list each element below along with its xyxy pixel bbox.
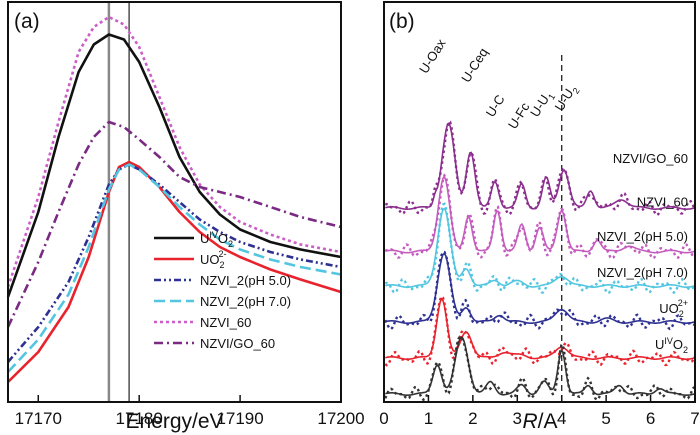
panel-a-label: (a) (14, 10, 40, 33)
panel-b-label: (b) (389, 10, 415, 33)
panel-a-series-line (7, 160, 342, 383)
legend-label: UIVO2 (200, 230, 233, 249)
panel-a-tick-label: 17200 (317, 409, 364, 428)
legend-label: NZVI/GO_60 (200, 336, 275, 351)
panel-b-series-label: UIVO2 (655, 336, 688, 355)
panel-a: (a) 17170 17180 17190 17200 Energy/eV UIVO2… (6, 1, 365, 433)
panel-b-annotation: U-C (483, 92, 508, 120)
panel-b-annotation: U-Fc (505, 99, 533, 131)
panel-b-tick-label: 7 (690, 409, 699, 428)
panel-b-series-label: NZVI_2(pH 5.0) (597, 229, 688, 244)
panel-b-series-label: NZVI/GO_60 (613, 151, 688, 166)
legend-label: NZVI_60 (200, 315, 251, 330)
panel-a-curves (6, 2, 342, 402)
panel-b-series-label: NZVI_2(pH 7.0) (597, 265, 688, 280)
panel-a-series-line (6, 33, 342, 298)
panel-a-series-line (6, 120, 342, 328)
panel-b-frame (383, 1, 696, 403)
panel-b-x-ticks: 0 1 2 3 4 5 6 7 (379, 395, 700, 428)
panel-b-experiment-line (384, 173, 696, 260)
panel-b-annotation: U-Oax (416, 36, 449, 76)
legend-label: UO22- (200, 249, 227, 270)
panel-b-tick-label: 1 (424, 409, 433, 428)
panel-b-experiment-line (385, 120, 697, 217)
panel-b-experiment-line (384, 250, 696, 331)
panel-b-annotation: U-Ceq (458, 45, 491, 85)
panel-a-frame (7, 1, 342, 403)
panel-b-fit-line (385, 297, 696, 360)
panel-b-series-label: UO22+ (659, 298, 688, 319)
panel-b-tick-label: 0 (379, 409, 388, 428)
panel-a-series-line (7, 163, 342, 363)
panel-b-tick-label: 4 (557, 409, 566, 428)
panel-b-fit-line (385, 207, 696, 288)
panel-b-x-axis-label: R/A (522, 410, 557, 433)
panel-b-tick-label: 6 (646, 409, 655, 428)
panel-b-experiment-line (384, 335, 696, 402)
panel-b-tick-label: 3 (513, 409, 522, 428)
panel-a-x-ticks: 17170 17180 17190 17200 (15, 395, 365, 428)
panel-b-series-labels: NZVI/GO_60 NZVI_60 NZVI_2(pH 5.0) NZVI_2(pH… (597, 151, 688, 355)
panel-b-experiment-line (384, 294, 697, 367)
panel-b-annotation: U-U2 (552, 82, 582, 115)
panel-a-tick-label: 17180 (116, 409, 163, 428)
panel-b-fit-line (385, 122, 696, 210)
panel-b-fit-line (385, 252, 696, 325)
panel-b-series-label: NZVI_60 (637, 195, 688, 210)
panel-a-tick-label: 17170 (15, 409, 62, 428)
panel-a-tick-label: 17190 (216, 409, 263, 428)
panel-b-fit-line (385, 175, 696, 254)
panel-b-tick-label: 5 (601, 409, 610, 428)
panel-b-fit-line (385, 336, 696, 396)
panel-a-series-line (6, 15, 342, 288)
panel-b-tick-label: 2 (468, 409, 477, 428)
panel-b-curves (384, 55, 697, 402)
legend-label: NZVI_2(pH 5.0) (200, 273, 291, 288)
panel-a-series-line (7, 163, 342, 373)
panel-a-x-axis-label: Energy/eV (125, 410, 223, 433)
legend-label: NZVI_2(pH 7.0) (200, 294, 291, 309)
